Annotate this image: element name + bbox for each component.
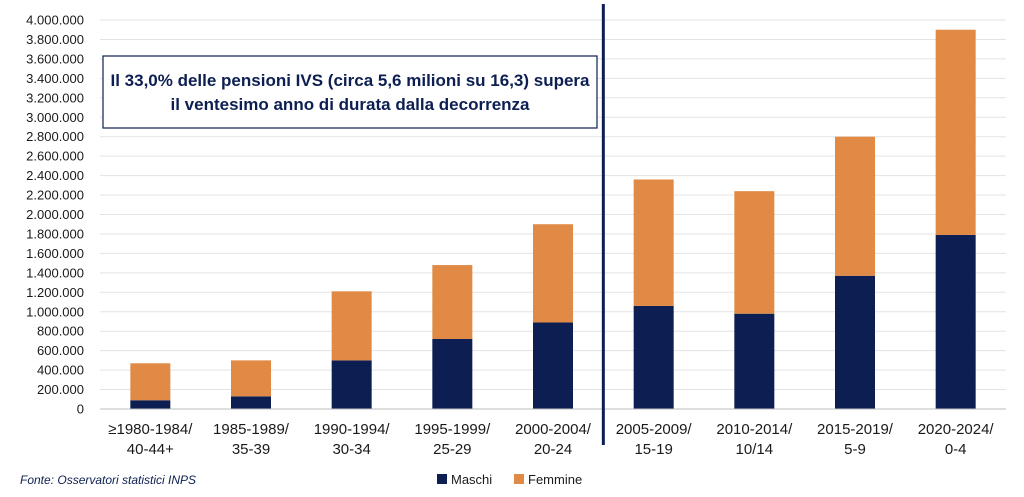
legend: Maschi Femmine — [437, 472, 582, 487]
bar-segment-maschi — [835, 275, 875, 409]
annotation-line-1: Il 33,0% delle pensioni IVS (circa 5,6 m… — [110, 71, 590, 90]
y-axis-ticks: 0 200.000 400.000 600.000 800.000 1.000.000 1.… — [26, 13, 84, 417]
y-tick-label: 2.600.000 — [26, 149, 84, 164]
x-tick-label: 2010-2014/ — [716, 421, 793, 438]
annotation-callout: Il 33,0% delle pensioni IVS (circa 5,6 m… — [102, 55, 598, 129]
bar-segment-femmine — [835, 136, 875, 276]
x-tick-label: 2000-2004/ — [515, 421, 592, 438]
y-tick-label: 3.000.000 — [26, 110, 84, 125]
x-tick-label: 40-44+ — [127, 441, 174, 458]
x-tick-label: 35-39 — [232, 441, 270, 458]
legend-swatch-maschi — [437, 474, 447, 484]
bar-segment-maschi — [231, 396, 271, 409]
source-note: Fonte: Osservatori statistici INPS — [20, 473, 196, 487]
bar-segment-maschi — [130, 400, 171, 409]
y-tick-label: 2.800.000 — [26, 129, 84, 144]
y-tick-label: 2.400.000 — [26, 168, 84, 183]
bar-segment-maschi — [633, 305, 674, 409]
x-tick-label: 25-29 — [433, 441, 471, 458]
x-tick-label: 2005-2009/ — [616, 421, 693, 438]
y-tick-label: 1.400.000 — [26, 265, 84, 280]
y-tick-label: 600.000 — [37, 343, 84, 358]
x-tick-label: 5-9 — [844, 441, 866, 458]
y-tick-label: 4.000.000 — [26, 13, 84, 28]
bar-segment-femmine — [533, 224, 573, 323]
y-tick-label: 3.400.000 — [26, 71, 84, 86]
bar-segment-maschi — [734, 313, 775, 409]
bar-segment-femmine — [734, 191, 775, 314]
y-tick-label: 1.800.000 — [26, 226, 84, 241]
y-tick-label: 0 — [77, 402, 84, 417]
y-tick-label: 800.000 — [37, 324, 84, 339]
x-tick-label: 1995-1999/ — [414, 421, 491, 438]
y-tick-label: 2.200.000 — [26, 188, 84, 203]
y-tick-label: 1.000.000 — [26, 304, 84, 319]
bar-segment-femmine — [432, 265, 473, 339]
x-tick-label: 30-34 — [332, 441, 370, 458]
bar-segment-femmine — [130, 363, 171, 401]
bars — [130, 29, 976, 409]
x-tick-label: 1990-1994/ — [314, 421, 391, 438]
bar-segment-maschi — [331, 360, 372, 409]
bar-segment-femmine — [231, 360, 271, 397]
x-tick-label: 15-19 — [634, 441, 672, 458]
x-tick-label: ≥1980-1984/ — [108, 421, 193, 438]
y-tick-label: 3.600.000 — [26, 51, 84, 66]
x-tick-label: 0-4 — [945, 441, 967, 458]
bar-segment-femmine — [935, 29, 976, 235]
x-tick-label: 2015-2019/ — [817, 421, 894, 438]
bar-segment-maschi — [935, 234, 976, 409]
y-tick-label: 2.000.000 — [26, 207, 84, 222]
bar-segment-maschi — [533, 322, 573, 409]
x-tick-label: 20-24 — [534, 441, 572, 458]
legend-label-maschi: Maschi — [451, 472, 492, 487]
x-axis-ticks: ≥1980-1984/40-44+ 1985-1989/35-39 1990-199… — [108, 421, 994, 458]
bar-segment-femmine — [331, 291, 372, 361]
y-tick-label: 1.600.000 — [26, 246, 84, 261]
y-tick-label: 1.200.000 — [26, 285, 84, 300]
y-tick-label: 400.000 — [37, 363, 84, 378]
y-tick-label: 3.800.000 — [26, 32, 84, 47]
annotation-line-2: il ventesimo anno di durata dalla decorr… — [171, 95, 531, 114]
legend-swatch-femmine — [514, 474, 524, 484]
annotation-box — [102, 55, 598, 129]
x-tick-label: 10/14 — [736, 441, 774, 458]
legend-label-femmine: Femmine — [528, 472, 582, 487]
bar-segment-femmine — [633, 179, 674, 306]
x-tick-label: 2020-2024/ — [918, 421, 995, 438]
y-tick-label: 3.200.000 — [26, 90, 84, 105]
y-tick-label: 200.000 — [37, 382, 84, 397]
x-tick-label: 1985-1989/ — [213, 421, 290, 438]
bar-segment-maschi — [432, 338, 473, 409]
